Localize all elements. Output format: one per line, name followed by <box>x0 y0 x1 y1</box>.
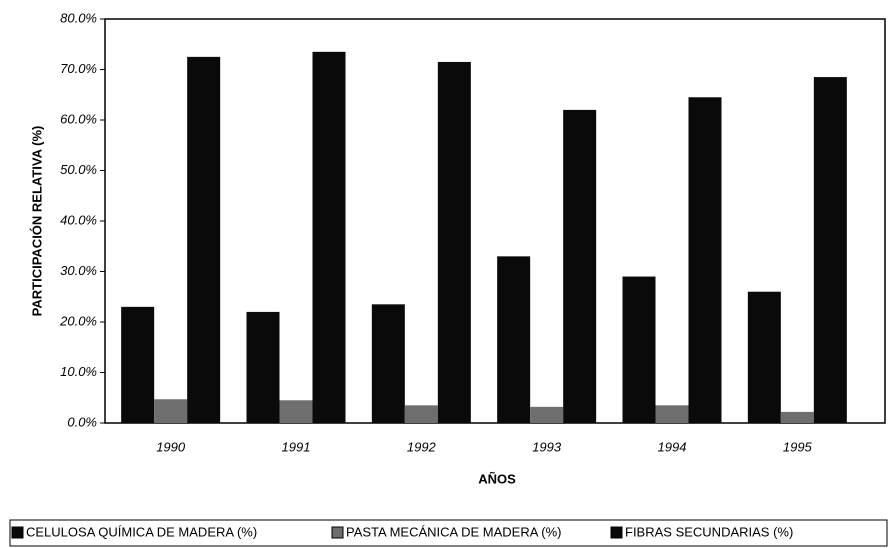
y-tick-label: 20.0% <box>59 313 97 328</box>
bar <box>747 291 781 423</box>
legend-swatch <box>331 526 344 539</box>
x-axis-title: AÑOS <box>478 471 516 486</box>
bar <box>246 311 280 423</box>
bar <box>404 405 438 423</box>
bar <box>279 400 313 423</box>
x-tick-label: 1991 <box>282 439 311 454</box>
bar <box>622 276 656 423</box>
legend-swatch <box>11 526 24 539</box>
y-tick-label: 40.0% <box>60 212 97 227</box>
x-tick-label: 1992 <box>407 439 437 454</box>
y-tick-label: 60.0% <box>60 111 97 126</box>
bar <box>497 256 531 423</box>
bar <box>655 405 689 423</box>
legend-label: PASTA MECÁNICA DE MADERA (%) <box>346 524 562 539</box>
x-tick-label: 1995 <box>783 439 813 454</box>
bar <box>154 399 188 423</box>
x-tick-label: 1994 <box>658 439 687 454</box>
bar <box>530 406 564 423</box>
bar <box>437 61 471 424</box>
legend-frame <box>9 519 888 547</box>
bar <box>563 109 597 424</box>
y-tick-label: 0.0% <box>67 414 97 429</box>
x-tick-label: 1993 <box>532 439 562 454</box>
bar <box>813 77 847 423</box>
y-tick-label: 70.0% <box>60 61 97 76</box>
y-tick-label: 30.0% <box>60 263 97 278</box>
y-tick-label: 10.0% <box>60 364 97 379</box>
x-tick-label: 1990 <box>156 439 186 454</box>
bar <box>121 306 155 423</box>
bar <box>371 304 405 423</box>
bar <box>780 411 814 423</box>
y-tick-label: 50.0% <box>60 162 97 177</box>
legend-label: FIBRAS SECUNDARIAS (%) <box>625 524 793 539</box>
bar <box>688 97 722 424</box>
y-tick-label: 80.0% <box>60 10 97 25</box>
y-axis-title: PARTICIPACIÓN RELATIVA (%) <box>29 126 44 317</box>
bar <box>312 51 346 423</box>
legend-label: CELULOSA QUÍMICA DE MADERA (%) <box>26 524 257 539</box>
legend-swatch <box>610 526 623 539</box>
bar <box>187 56 221 423</box>
